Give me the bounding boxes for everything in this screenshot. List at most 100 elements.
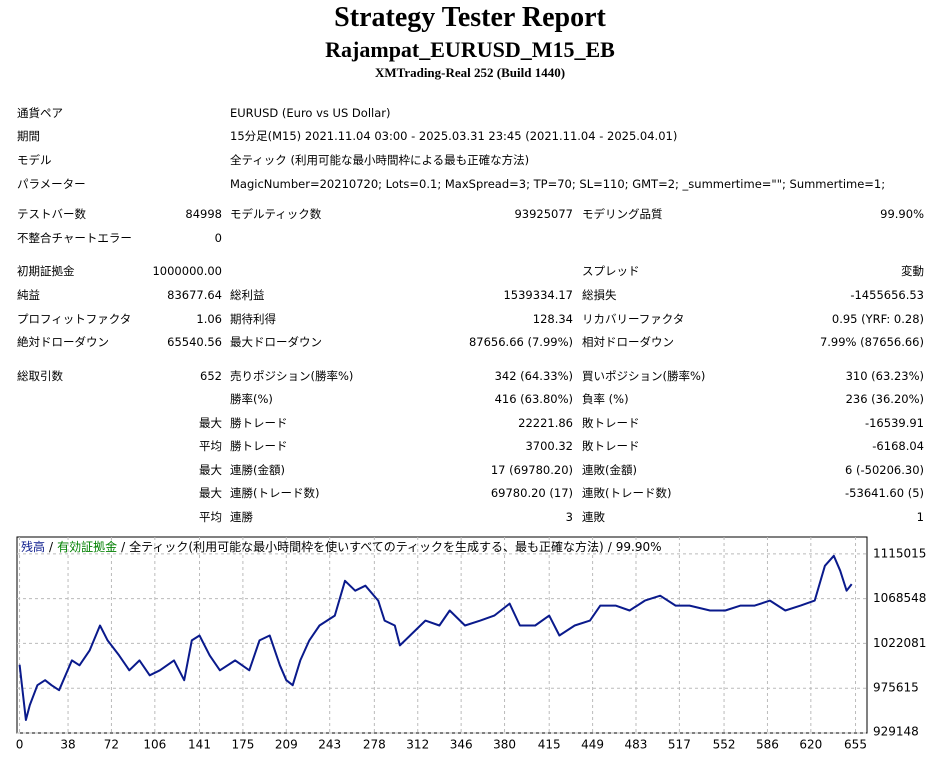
stat-value: 84998 <box>185 207 222 221</box>
info-value: EURUSD (Euro vs US Dollar) <box>230 106 391 120</box>
chart-legend: 残高 / 有効証拠金 / 全ティック(利用可能な最小時間枠を使いすべてのティックを生成す… <box>21 539 662 555</box>
y-tick-label: 929148 <box>873 725 919 739</box>
legend-separator: / <box>121 540 126 554</box>
stat-label: 買いポジション(勝率%) <box>582 369 706 383</box>
legend-separator: / <box>607 540 612 554</box>
x-tick-label: 278 <box>363 738 386 752</box>
stat-label: 相対ドローダウン <box>582 335 674 349</box>
stat-value: 1.06 <box>196 312 222 326</box>
stat-label: テストバー数 <box>17 207 86 221</box>
stat-label: 絶対ドローダウン <box>17 335 109 349</box>
stat-label: 不整合チャートエラー <box>17 231 132 245</box>
stat-label: 勝トレード <box>230 439 288 453</box>
stat-label: 連勝(金額) <box>230 463 285 477</box>
x-tick-label: 106 <box>143 738 166 752</box>
stat-label: 連勝 <box>230 510 253 524</box>
stat-value: 0 <box>214 231 222 245</box>
legend-model: 全ティック(利用可能な最小時間枠を使いすべてのティックを生成する、最も正確な方法… <box>129 540 604 554</box>
x-tick-label: 0 <box>16 738 24 752</box>
stat-value: 652 <box>200 369 222 383</box>
stat-label: 売りポジション(勝率%) <box>230 369 354 383</box>
stat-value: 平均 <box>199 510 222 524</box>
x-tick-label: 483 <box>625 738 648 752</box>
stat-value: 83677.64 <box>167 288 222 302</box>
legend-balance: 残高 <box>21 540 46 554</box>
x-tick-label: 517 <box>668 738 691 752</box>
info-label: 通貨ペア <box>17 106 63 120</box>
stat-label: 総損失 <box>582 288 617 302</box>
x-tick-label: 586 <box>756 738 779 752</box>
stat-value: 65540.56 <box>167 335 222 349</box>
x-tick-label: 415 <box>538 738 561 752</box>
info-value: 全ティック (利用可能な最小時間枠による最も正確な方法) <box>230 153 530 167</box>
stat-label: リカバリーファクタ <box>582 312 685 326</box>
legend-separator: / <box>49 540 54 554</box>
x-tick-label: 312 <box>406 738 429 752</box>
stat-value: 17 (69780.20) <box>490 463 573 477</box>
stat-label: 連勝(トレード数) <box>230 486 320 500</box>
x-tick-label: 175 <box>231 738 254 752</box>
stat-label: 総利益 <box>230 288 265 302</box>
stat-label: 負率 (%) <box>582 392 629 406</box>
stat-value: 93925077 <box>514 207 573 221</box>
stat-value: 1 <box>916 510 924 524</box>
stat-label: 初期証拠金 <box>17 264 75 278</box>
info-label: パラメーター <box>17 177 86 191</box>
stat-value: 310 (63.23%) <box>845 369 924 383</box>
x-tick-label: 655 <box>844 738 867 752</box>
stat-value: 99.90% <box>880 207 924 221</box>
stat-value: 6 (-50206.30) <box>845 463 924 477</box>
stat-value: 236 (36.20%) <box>845 392 924 406</box>
stat-value: -1455656.53 <box>850 288 924 302</box>
x-tick-label: 72 <box>104 738 119 752</box>
legend-quality: 99.90% <box>615 540 662 554</box>
legend-equity: 有効証拠金 <box>57 540 118 554</box>
stat-label: 連敗(トレード数) <box>582 486 672 500</box>
report-subtitle: Rajampat_EURUSD_M15_EB <box>325 37 615 62</box>
info-label: 期間 <box>17 129 40 143</box>
y-tick-label: 1068548 <box>873 591 926 605</box>
stat-value: 変動 <box>901 264 924 278</box>
stat-value: 3700.32 <box>525 439 573 453</box>
report-title: Strategy Tester Report <box>334 2 606 33</box>
stat-value: -6168.04 <box>872 439 924 453</box>
info-label: モデル <box>17 153 52 167</box>
stat-label: モデルティック数 <box>230 207 322 221</box>
stat-label: 最大ドローダウン <box>230 335 322 349</box>
stat-value: 7.99% (87656.66) <box>819 335 924 349</box>
stat-value: -16539.91 <box>864 416 924 430</box>
stat-label: 連敗(金額) <box>582 463 637 477</box>
stat-label: 総取引数 <box>17 369 63 383</box>
x-tick-label: 209 <box>275 738 298 752</box>
y-tick-label: 1022081 <box>873 636 926 650</box>
stat-label: スプレッド <box>582 264 640 278</box>
stat-label: 純益 <box>17 288 40 302</box>
info-value: MagicNumber=20210720; Lots=0.1; MaxSprea… <box>230 177 886 191</box>
x-tick-label: 380 <box>493 738 516 752</box>
stat-value: 平均 <box>199 439 222 453</box>
stat-value: -53641.60 (5) <box>845 486 924 500</box>
stat-label: 勝率(%) <box>230 392 273 406</box>
stat-value: 1539334.17 <box>503 288 573 302</box>
x-tick-label: 346 <box>450 738 473 752</box>
stat-value: 22221.86 <box>518 416 573 430</box>
stat-value: 416 (63.80%) <box>494 392 573 406</box>
stat-label: モデリング品質 <box>582 207 663 221</box>
stat-label: プロフィットファクタ <box>17 312 132 326</box>
x-tick-label: 620 <box>799 738 822 752</box>
stat-value: 1000000.00 <box>152 264 222 278</box>
info-value: 15分足(M15) 2021.11.04 03:00 - 2025.03.31 … <box>230 129 678 143</box>
stat-value: 0.95 (YRF: 0.28) <box>831 312 924 326</box>
build-info: XMTrading-Real 252 (Build 1440) <box>374 65 566 80</box>
x-tick-label: 552 <box>713 738 736 752</box>
x-tick-label: 449 <box>581 738 604 752</box>
y-tick-label: 975615 <box>873 681 919 695</box>
stat-label: 勝トレード <box>230 416 288 430</box>
stat-value: 69780.20 (17) <box>490 486 573 500</box>
stat-label: 期待利得 <box>230 312 276 326</box>
stat-label: 敗トレード <box>582 416 640 430</box>
stat-label: 連敗 <box>582 510 605 524</box>
stat-value: 128.34 <box>532 312 573 326</box>
